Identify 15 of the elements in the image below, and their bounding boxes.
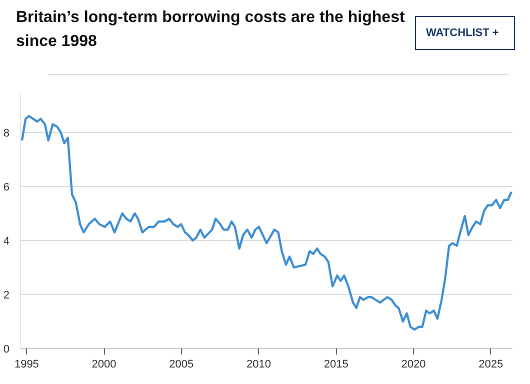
x-tick-label: 2010 — [246, 358, 272, 370]
y-tick-label: 2 — [3, 289, 10, 302]
x-tick-label: 1995 — [14, 358, 39, 370]
y-tick-label: 4 — [3, 235, 10, 248]
y-tick-label: 8 — [3, 127, 10, 140]
x-tick-label: 2000 — [92, 358, 116, 370]
x-tick-label: 2020 — [401, 358, 426, 370]
x-tick-label: 2005 — [169, 358, 194, 370]
x-tick-label: 2015 — [324, 358, 348, 370]
line-series — [20, 115, 512, 331]
y-tick-label: 6 — [3, 181, 10, 194]
chart-title: Britain’s long-term borrowing costs are the highest since 1998 — [16, 8, 406, 52]
x-tick-label: 2025 — [478, 358, 504, 370]
y-tick-label: 0 — [3, 344, 10, 356]
text: WATCHLIST + — [426, 26, 499, 41]
